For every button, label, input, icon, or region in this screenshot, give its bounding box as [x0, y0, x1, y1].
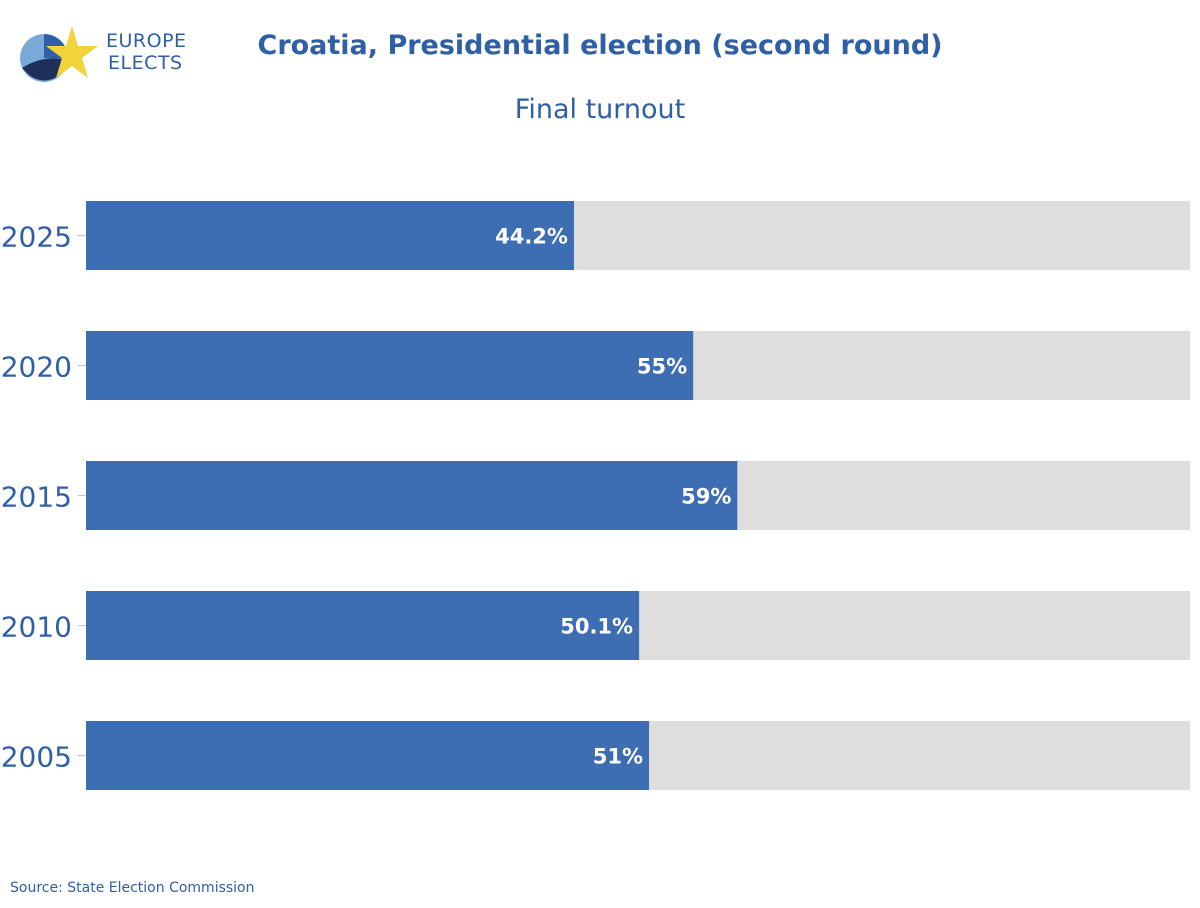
category-label-2005: 2005 [1, 741, 72, 774]
logo-text-elects: ELECTS [108, 52, 183, 74]
value-label-2025: 44.2% [495, 225, 568, 249]
bar-2025 [86, 201, 574, 270]
source-note: Source: State Election Commission [10, 880, 255, 896]
logo-text-europe: EUROPE [106, 30, 187, 52]
category-label-2025: 2025 [1, 221, 72, 254]
chart-title: Croatia, Presidential election (second r… [257, 30, 943, 61]
logo-globe-star-icon [20, 26, 98, 82]
europe-elects-logo: EUROPE ELECTS [18, 24, 188, 84]
bar-2010 [86, 591, 640, 660]
category-label-2020: 2020 [1, 351, 72, 384]
bar-2015 [86, 461, 738, 530]
category-label-2010: 2010 [1, 611, 72, 644]
value-label-2015: 59% [681, 485, 731, 509]
value-label-2005: 51% [593, 745, 643, 769]
category-label-2015: 2015 [1, 481, 72, 514]
bar-2020 [86, 331, 694, 400]
chart-subtitle: Final turnout [514, 94, 686, 125]
value-label-2010: 50.1% [560, 615, 633, 639]
bar-2005 [86, 721, 650, 790]
value-label-2020: 55% [637, 355, 687, 379]
